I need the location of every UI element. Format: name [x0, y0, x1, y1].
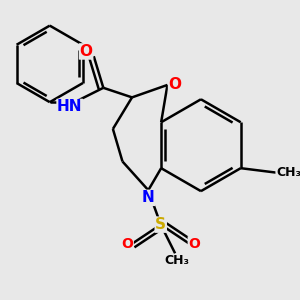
Text: O: O [188, 237, 200, 251]
Text: O: O [169, 77, 182, 92]
Text: S: S [155, 217, 166, 232]
Text: CH₃: CH₃ [276, 167, 300, 179]
Text: O: O [80, 44, 93, 59]
Text: O: O [121, 237, 133, 251]
Text: N: N [142, 190, 155, 205]
Text: HN: HN [57, 99, 82, 114]
Text: CH₃: CH₃ [164, 254, 190, 268]
